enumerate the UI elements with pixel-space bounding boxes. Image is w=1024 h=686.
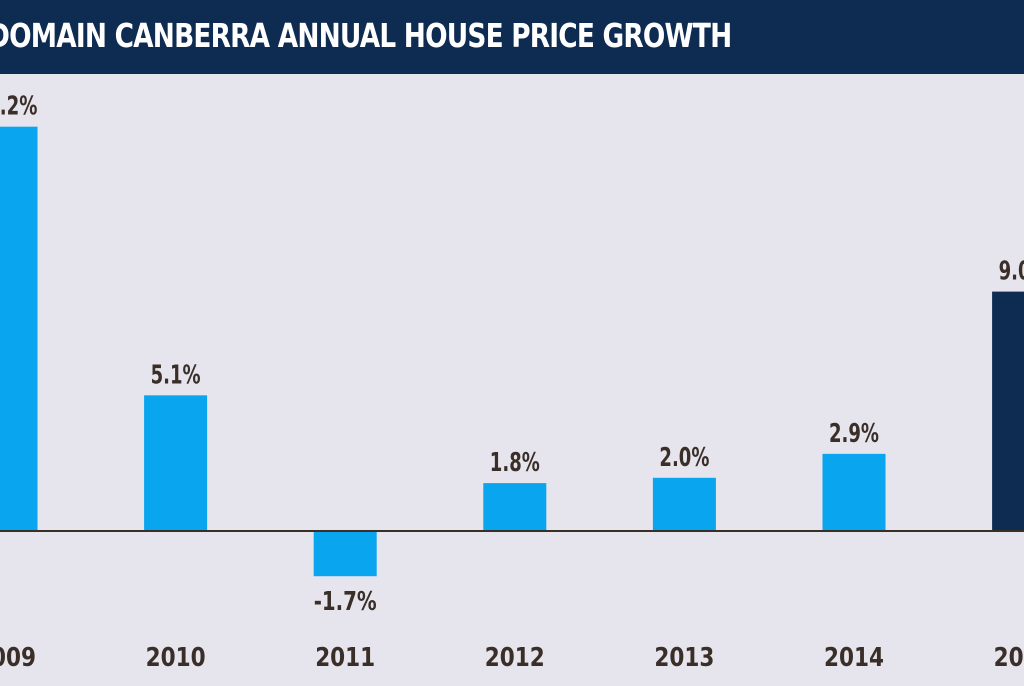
data-label-2015: 9.0% [999, 257, 1024, 287]
data-label-2012: 1.8% [490, 448, 540, 478]
x-tick-label-2013: 2013 [654, 643, 714, 673]
bar-2012 [483, 483, 547, 531]
bar-chart: 15.2% 2009 5.1% 2010 -1.7% 2011 1.8% 2012 2.0% 20… [0, 92, 1024, 673]
bar-2015 [992, 291, 1024, 531]
chart-title: DOMAIN CANBERRA ANNUAL HOUSE PRICE GROWT… [0, 16, 732, 55]
bar-2009 [0, 126, 38, 532]
x-tick-label-2014: 2014 [824, 643, 884, 673]
data-label-2010: 5.1% [151, 360, 201, 390]
data-label-2011: -1.7% [314, 587, 377, 617]
data-label-2014: 2.9% [829, 419, 879, 449]
bar-2010 [144, 395, 208, 531]
x-tick-label-2015: 2015 [994, 643, 1024, 673]
x-tick-label-2011: 2011 [315, 643, 375, 673]
x-tick-label-2010: 2010 [146, 643, 206, 673]
x-tick-label-2009: 2009 [0, 643, 36, 673]
data-label-2009: 15.2% [0, 92, 38, 122]
bar-2013 [652, 477, 716, 531]
chart-header: DOMAIN CANBERRA ANNUAL HOUSE PRICE GROWT… [0, 0, 1024, 74]
data-label-2013: 2.0% [659, 443, 709, 473]
bar-2011 [313, 531, 377, 577]
x-tick-label-2012: 2012 [485, 643, 545, 673]
bar-2014 [822, 453, 886, 531]
chart-area: 15.2% 2009 5.1% 2010 -1.7% 2011 1.8% 2012 2.0% 20… [0, 74, 1024, 682]
